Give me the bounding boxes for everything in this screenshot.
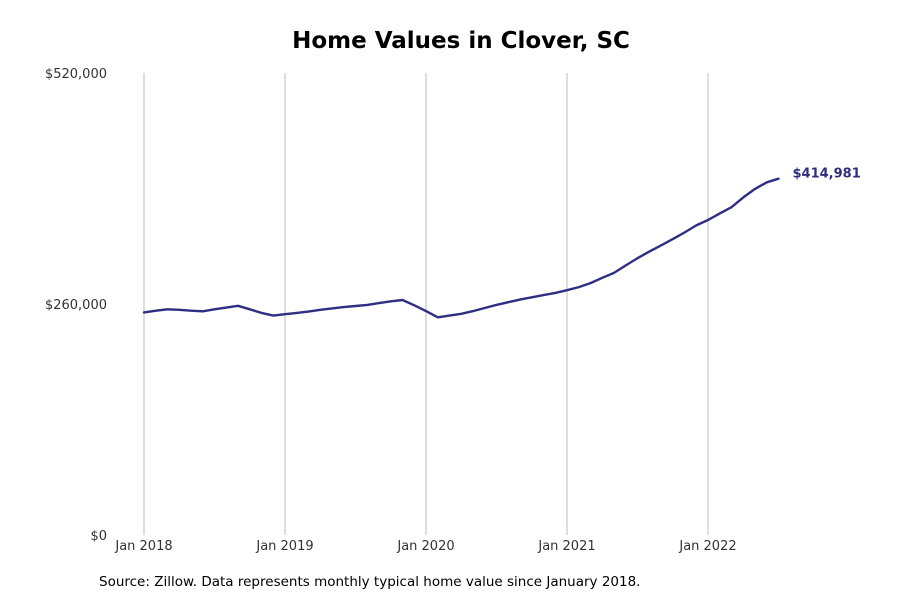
y-tick-label: $260,000 (45, 298, 107, 313)
x-tick-label: Jan 2018 (114, 539, 172, 554)
y-tick-label: $0 (90, 529, 107, 544)
source-note: Source: Zillow. Data represents monthly … (99, 574, 641, 590)
y-axis-ticks: $0 $260,000 $520,000 (45, 67, 107, 544)
x-tick-label: Jan 2022 (678, 539, 736, 554)
end-label-layer: $414,981 (793, 167, 861, 182)
gridlines (143, 73, 709, 535)
series-layer (142, 177, 780, 319)
end-value-label: $414,981 (793, 167, 861, 182)
chart-title: Home Values in Clover, SC (292, 28, 630, 54)
y-tick-label: $520,000 (45, 67, 107, 82)
x-tick-label: Jan 2021 (537, 539, 595, 554)
x-tick-label: Jan 2019 (255, 539, 313, 554)
x-axis-ticks: Jan 2018 Jan 2019 Jan 2020 Jan 2021 Jan 2022 (114, 539, 736, 554)
x-tick-label: Jan 2020 (396, 539, 454, 554)
series-line (142, 177, 780, 319)
